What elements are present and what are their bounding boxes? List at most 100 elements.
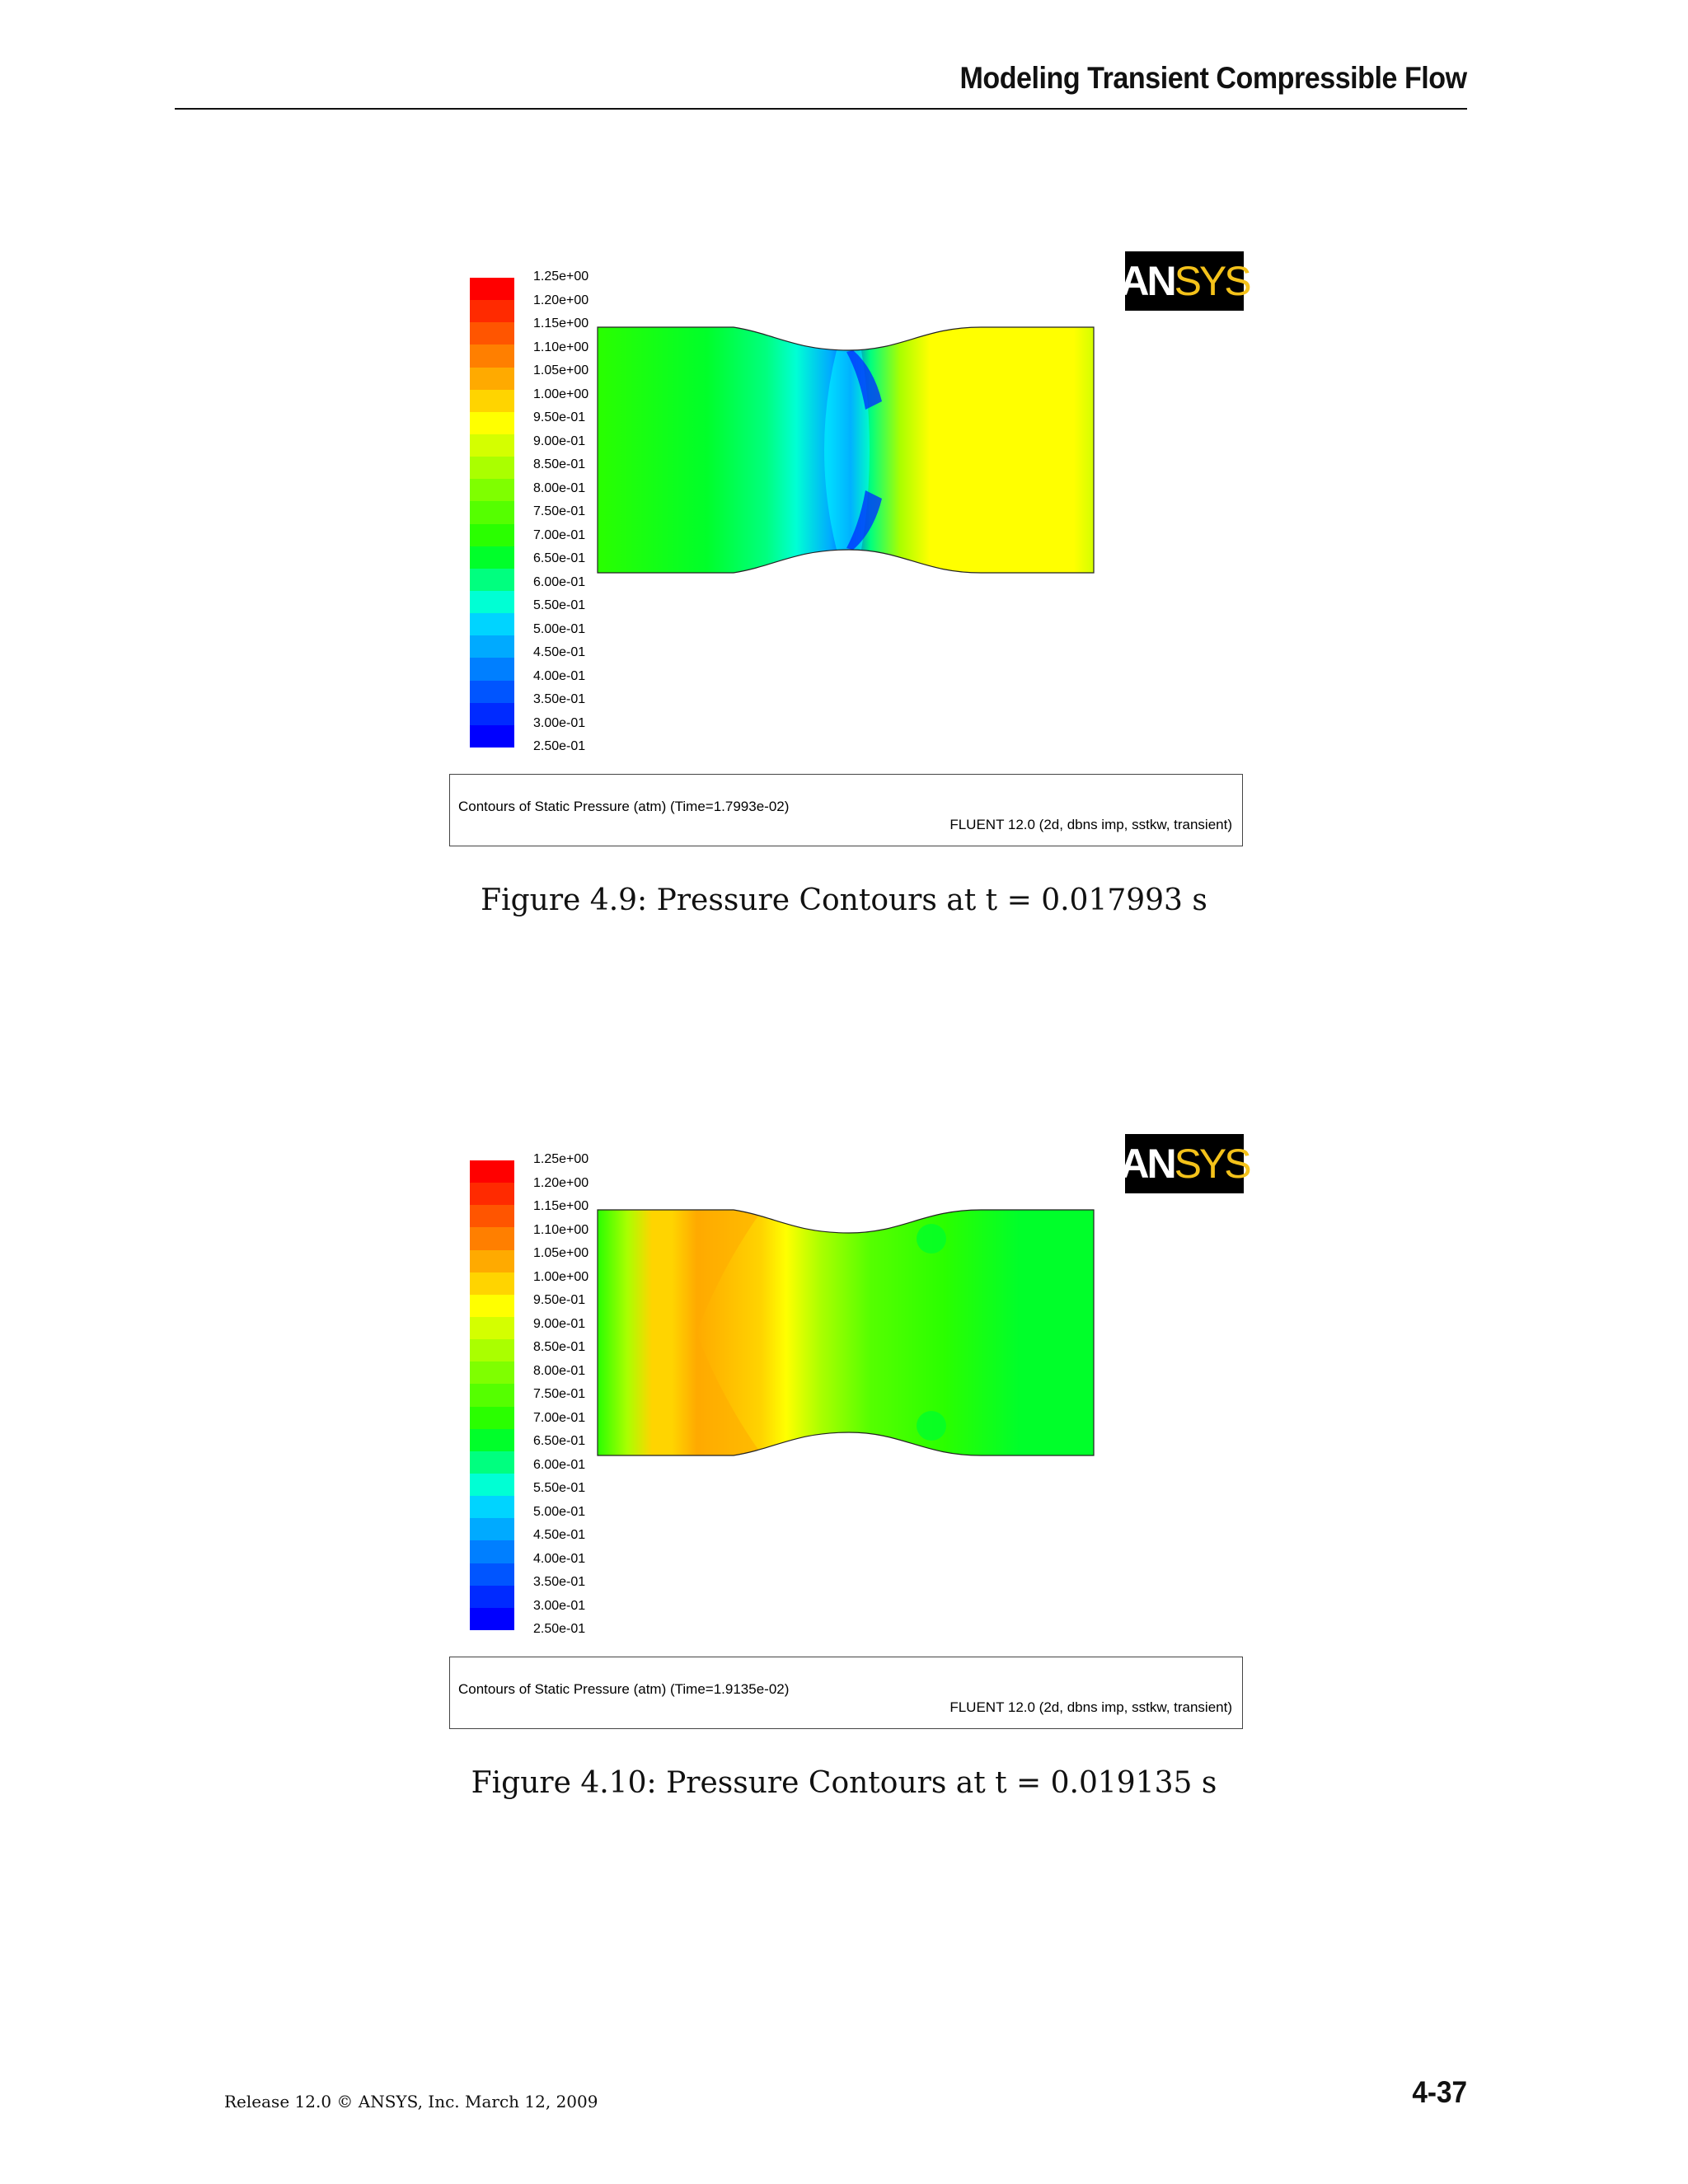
legend-label: 5.00e-01 (533, 1504, 586, 1519)
legend-label: 2.50e-01 (533, 739, 586, 753)
legend-label: 7.00e-01 (533, 527, 586, 542)
legend-swatch (470, 479, 514, 502)
footer-release: Release 12.0 © ANSYS, Inc. March 12, 200… (224, 2092, 598, 2111)
legend-label: 2.50e-01 (533, 1622, 586, 1636)
legend-label: 8.00e-01 (533, 480, 586, 495)
figure-info-box: Contours of Static Pressure (atm) (Time=… (449, 774, 1243, 846)
legend-swatch (470, 1607, 514, 1630)
legend-swatch (470, 1451, 514, 1474)
legend-swatch (470, 635, 514, 658)
legend-label: 8.50e-01 (533, 1340, 586, 1354)
figure-4-9: 1.25e+00 1.20e+00 1.15e+00 1.10e+00 1.05e+00… (449, 245, 1252, 846)
legend-swatch (470, 568, 514, 591)
color-legend-bar (470, 1160, 514, 1630)
legend-swatch (470, 702, 514, 725)
legend-label: 7.00e-01 (533, 1410, 586, 1425)
legend-swatch (470, 322, 514, 345)
legend-label: 3.50e-01 (533, 1575, 586, 1589)
pressure-contour-plot (597, 1209, 1095, 1456)
legend-swatch (470, 1473, 514, 1497)
legend-label: 1.05e+00 (533, 1246, 589, 1260)
legend-label: 1.15e+00 (533, 1199, 589, 1213)
legend-label: 1.05e+00 (533, 363, 589, 377)
legend-swatch (470, 300, 514, 323)
legend-label: 9.50e-01 (533, 1293, 586, 1307)
running-header-title: Modeling Transient Compressible Flow (959, 61, 1468, 95)
figure-caption: Figure 4.10: Pressure Contours at t = 0.… (471, 1766, 1217, 1800)
page-number: 4-37 (1412, 2075, 1467, 2109)
figure-info-box: Contours of Static Pressure (atm) (Time=… (449, 1657, 1243, 1729)
legend-label: 1.25e+00 (533, 269, 589, 284)
color-legend-bar (470, 278, 514, 748)
legend-swatch (470, 613, 514, 636)
legend-swatch (470, 1249, 514, 1272)
figure-caption: Figure 4.9: Pressure Contours at t = 0.0… (481, 883, 1207, 917)
legend-label: 4.00e-01 (533, 668, 586, 683)
header-rule (175, 108, 1467, 110)
legend-label: 9.00e-01 (533, 1316, 586, 1331)
legend-swatch (470, 1183, 514, 1206)
legend-swatch (470, 1205, 514, 1228)
ansys-logo: AN SYS (1119, 1134, 1252, 1193)
legend-swatch (470, 590, 514, 614)
legend-swatch (470, 457, 514, 480)
legend-label: 7.50e-01 (533, 1387, 586, 1401)
legend-swatch (470, 367, 514, 390)
legend-swatch (470, 278, 514, 301)
legend-label: 6.50e-01 (533, 1434, 586, 1448)
legend-swatch (470, 1160, 514, 1183)
legend-swatch (470, 434, 514, 457)
legend-swatch (470, 1428, 514, 1451)
legend-label: 9.00e-01 (533, 434, 586, 448)
contour-description: Contours of Static Pressure (atm) (Time=… (458, 799, 790, 814)
pressure-contour-plot (597, 326, 1095, 574)
legend-swatch (470, 1339, 514, 1362)
legend-label: 4.50e-01 (533, 645, 586, 659)
legend-swatch (470, 411, 514, 434)
legend-label: 1.00e+00 (533, 1269, 589, 1284)
legend-label: 6.50e-01 (533, 551, 586, 565)
legend-swatch (470, 523, 514, 546)
legend-swatch (470, 658, 514, 681)
legend-label: 1.20e+00 (533, 293, 589, 307)
legend-label: 4.00e-01 (533, 1551, 586, 1566)
legend-swatch (470, 389, 514, 412)
legend-label: 7.50e-01 (533, 504, 586, 518)
legend-swatch (470, 1585, 514, 1608)
legend-swatch (470, 546, 514, 569)
legend-swatch (470, 344, 514, 368)
figure-4-10: 1.25e+00 1.20e+00 1.15e+00 1.10e+00 1.05e+00… (449, 1127, 1252, 1729)
legend-label: 8.50e-01 (533, 457, 586, 471)
legend-swatch (470, 1316, 514, 1340)
legend-label: 9.50e-01 (533, 410, 586, 424)
legend-label: 1.10e+00 (533, 1222, 589, 1237)
legend-swatch (470, 1518, 514, 1541)
solver-description: FLUENT 12.0 (2d, dbns imp, sstkw, transi… (950, 1699, 1232, 1715)
legend-label: 4.50e-01 (533, 1528, 586, 1542)
legend-label: 5.00e-01 (533, 621, 586, 636)
legend-label: 6.00e-01 (533, 574, 586, 589)
legend-swatch (470, 1361, 514, 1385)
legend-swatch (470, 1294, 514, 1317)
legend-label: 3.00e-01 (533, 1598, 586, 1613)
legend-swatch (470, 1563, 514, 1586)
legend-label: 8.00e-01 (533, 1363, 586, 1378)
legend-label: 1.25e+00 (533, 1152, 589, 1166)
legend-swatch (470, 1227, 514, 1250)
legend-label: 1.10e+00 (533, 340, 589, 354)
legend-label: 6.00e-01 (533, 1457, 586, 1472)
legend-label: 3.00e-01 (533, 715, 586, 730)
ansys-logo: AN SYS (1119, 251, 1252, 311)
legend-swatch (470, 1496, 514, 1519)
legend-swatch (470, 1540, 514, 1563)
legend-swatch (470, 680, 514, 703)
legend-swatch (470, 724, 514, 748)
contour-description: Contours of Static Pressure (atm) (Time=… (458, 1681, 790, 1697)
legend-swatch (470, 1384, 514, 1407)
legend-swatch (470, 1406, 514, 1429)
legend-label: 5.50e-01 (533, 598, 586, 612)
legend-label: 3.50e-01 (533, 692, 586, 706)
solver-description: FLUENT 12.0 (2d, dbns imp, sstkw, transi… (950, 817, 1232, 832)
legend-swatch (470, 501, 514, 524)
legend-swatch (470, 1272, 514, 1295)
